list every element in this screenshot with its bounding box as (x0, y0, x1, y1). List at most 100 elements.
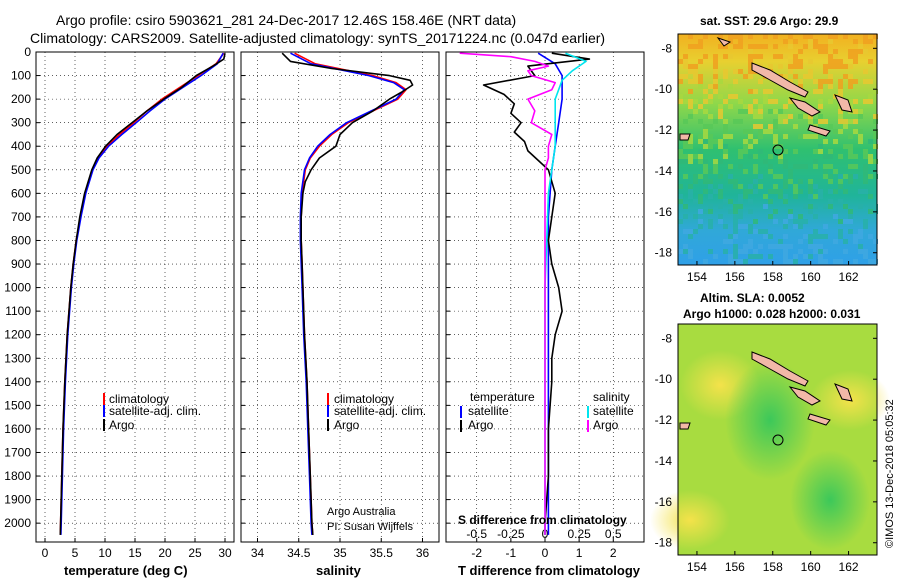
sst-pixel (848, 209, 853, 214)
sst-pixel (748, 34, 753, 39)
sst-pixel (773, 119, 778, 124)
sst-pixel (768, 234, 773, 239)
sst-pixel (753, 219, 758, 224)
sla-map-title-line1: Altim. SLA: 0.0052 (700, 291, 805, 305)
sst-pixel (708, 219, 713, 224)
sst-pixel (823, 164, 828, 169)
sst-pixel (703, 139, 708, 144)
sst-pixel (828, 189, 833, 194)
sst-pixel (808, 234, 813, 239)
sst-pixel (753, 254, 758, 259)
sst-pixel (758, 229, 763, 234)
sst-pixel (743, 109, 748, 114)
sst-pixel (703, 259, 708, 264)
x-tick-label: -1 (506, 546, 517, 560)
sst-pixel (798, 114, 803, 119)
sst-pixel (833, 59, 838, 64)
sst-pixel (763, 99, 768, 104)
sst-pixel (808, 204, 813, 209)
sst-pixel (763, 204, 768, 209)
sst-pixel (708, 114, 713, 119)
sst-pixel (838, 114, 843, 119)
sst-pixel (783, 39, 788, 44)
x-tick-label: 30 (218, 546, 232, 560)
sst-pixel (683, 159, 688, 164)
sst-pixel (773, 109, 778, 114)
sst-pixel (863, 169, 868, 174)
sla-map-title-line2: Argo h1000: 0.028 h2000: 0.031 (683, 307, 861, 321)
sst-pixel (678, 249, 683, 254)
sst-pixel (683, 139, 688, 144)
sst-pixel (688, 249, 693, 254)
sst-pixel (828, 124, 833, 129)
map-tick-layer: 154 154 156 156 158 158 160 160 162 162 -8 -10 -12 -1… (655, 41, 877, 574)
sst-pixel (828, 34, 833, 39)
x-tick-label: 1 (576, 546, 583, 560)
sst-pixel (738, 214, 743, 219)
sst-pixel (778, 159, 783, 164)
sst-pixel (818, 49, 823, 54)
sst-pixel (683, 174, 688, 179)
sst-pixel (778, 109, 783, 114)
sst-landmasses (679, 37, 853, 141)
sst-pixel (743, 189, 748, 194)
sst-pixel (738, 204, 743, 209)
sst-pixel (828, 179, 833, 184)
sst-pixel (703, 89, 708, 94)
sst-pixel (793, 64, 798, 69)
y-tick-label: 300 (11, 116, 31, 130)
sst-pixel (783, 234, 788, 239)
sst-pixel (868, 139, 873, 144)
sst-pixel (748, 254, 753, 259)
sst-pixel (848, 219, 853, 224)
sst-pixel (803, 134, 808, 139)
sst-pixel (858, 189, 863, 194)
sst-pixel (798, 84, 803, 89)
sst-pixel (868, 39, 873, 44)
sst-pixel (693, 179, 698, 184)
sst-pixel (748, 244, 753, 249)
sst-pixel (808, 239, 813, 244)
sst-pixel (708, 204, 713, 209)
sst-pixel (693, 69, 698, 74)
sst-pixel (858, 109, 863, 114)
sst-pixel (723, 224, 728, 229)
y-tick-label: 100 (11, 69, 31, 83)
sst-pixel (773, 189, 778, 194)
sst-pixel (783, 104, 788, 109)
sst-pixel (838, 234, 843, 239)
sst-pixel (833, 129, 838, 134)
sst-pixel (783, 259, 788, 264)
sst-pixel (833, 214, 838, 219)
legend-label-argo: Argo (109, 418, 135, 432)
sst-pixel (723, 129, 728, 134)
sst-pixel (768, 109, 773, 114)
credit-line1: Argo Australia (327, 506, 396, 518)
sst-pixel (828, 84, 833, 89)
sst-pixel (838, 154, 843, 159)
sst-pixel (758, 244, 763, 249)
sst-pixel (748, 44, 753, 49)
sst-pixel (808, 44, 813, 49)
sst-pixel (823, 259, 828, 264)
sst-pixel (733, 209, 738, 214)
sst-pixel (688, 194, 693, 199)
sst-pixel (718, 139, 723, 144)
sst-pixel (818, 194, 823, 199)
sst-pixel (738, 109, 743, 114)
sst-pixel (873, 129, 878, 134)
sst-pixel (808, 69, 813, 74)
sst-pixel (718, 94, 723, 99)
sst-pixel (863, 99, 868, 104)
series-line-argo (59, 53, 226, 535)
sst-pixel (848, 99, 853, 104)
sst-pixel (858, 139, 863, 144)
sst-pixel (808, 179, 813, 184)
sst-pixel (703, 169, 708, 174)
sst-pixel (693, 44, 698, 49)
y-tick-label: 2000 (4, 516, 31, 530)
sst-pixel (828, 204, 833, 209)
sst-pixel (818, 134, 823, 139)
sst-pixel (743, 259, 748, 264)
sst-pixel (683, 119, 688, 124)
